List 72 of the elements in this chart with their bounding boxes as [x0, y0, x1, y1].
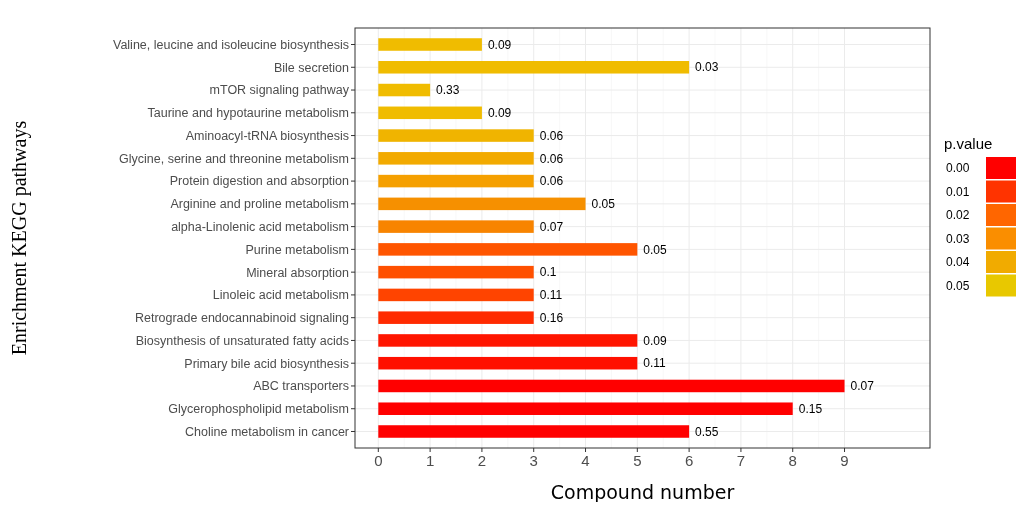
x-tick-label: 5	[633, 452, 642, 469]
bar	[378, 243, 638, 256]
y-tick-label: Taurine and hypotaurine metabolism	[147, 106, 349, 121]
y-tick-label: Valine, leucine and isoleucine biosynthesis	[112, 37, 349, 52]
color-bar-label: 0.05	[946, 278, 970, 293]
bar	[378, 61, 690, 74]
annotation: 0.05	[643, 242, 667, 257]
bar	[378, 220, 534, 233]
annotation: 0.15	[798, 401, 823, 416]
y-tick-label: Glycerophospholipid metabolism	[168, 402, 349, 417]
x-tick-label: 1	[425, 452, 435, 469]
bar	[378, 379, 845, 393]
x-tick-label: 6	[684, 452, 694, 469]
y-tick-label: ABC transporters	[253, 379, 349, 394]
x-tick-label: 4	[581, 452, 590, 469]
annotation: 0.11	[539, 288, 563, 303]
y-tick-label: mTOR signaling pathway	[209, 83, 350, 98]
annotation: 0.1	[539, 265, 557, 280]
x-tick-label: 7	[736, 452, 746, 469]
bar	[378, 152, 534, 165]
x-tick-label: 9	[840, 452, 849, 469]
color-bar-label: 0.03	[946, 231, 970, 246]
annotation: 0.05	[591, 197, 616, 212]
bar	[378, 129, 534, 142]
y-tick-label: Protein digestion and absorption	[169, 174, 350, 189]
annotation: 0.06	[539, 151, 564, 166]
color-bar-label: 0.00	[946, 161, 970, 176]
bar	[378, 197, 586, 211]
x-tick-label: 2	[477, 452, 487, 469]
y-tick-label: Retrograde endocannabinoid signaling	[134, 311, 350, 326]
x-tick-label: 0	[374, 452, 383, 469]
annotation: 0.33	[436, 83, 460, 98]
annotation: 0.55	[695, 424, 719, 439]
x-tick-label: 8	[788, 452, 797, 469]
bar	[378, 311, 534, 324]
y-tick-label: Biosynthesis of unsaturated fatty acids	[135, 333, 349, 348]
bar	[378, 265, 534, 279]
color-bar-title: p.value	[944, 135, 993, 152]
annotation: 0.09	[487, 106, 512, 120]
bar	[378, 402, 793, 415]
y-tick-label: Linoleic acid metabolism	[212, 288, 349, 303]
bar	[378, 425, 690, 438]
bar	[378, 38, 482, 51]
bar	[378, 356, 638, 370]
annotation: 0.06	[539, 128, 564, 143]
y-axis-title: Enrichment KEGG pathways	[8, 120, 31, 356]
annotation: 0.11	[643, 356, 667, 371]
color-bar-label: 0.02	[946, 208, 970, 223]
bar	[378, 288, 534, 302]
y-tick-label: Arginine and proline metabolism	[170, 197, 349, 212]
y-tick-label: Glycine, serine and threonine metabolism	[119, 151, 349, 166]
y-tick-label: Aminoacyl-tRNA biosynthesis	[185, 128, 349, 143]
annotation: 0.06	[539, 174, 564, 189]
annotation: 0.03	[695, 60, 719, 75]
annotation: 0.07	[539, 219, 564, 234]
color-bar-label: 0.04	[946, 255, 970, 270]
annotation: 0.09	[487, 37, 512, 52]
y-tick-label: Purine metabolism	[245, 242, 349, 257]
y-tick-label: Primary bile acid biosynthesis	[184, 356, 349, 371]
y-tick-label: alpha-Linolenic acid metabolism	[171, 219, 349, 234]
annotation: 0.09	[643, 333, 667, 348]
bar	[378, 106, 482, 120]
color-bar-label: 0.01	[946, 184, 970, 199]
y-tick-label: Mineral absorption	[246, 265, 350, 280]
bar	[378, 83, 431, 97]
bar	[378, 334, 638, 347]
x-tick-label: 3	[529, 452, 538, 469]
annotation: 0.16	[539, 310, 564, 325]
annotation: 0.07	[850, 379, 875, 394]
y-tick-label: Choline metabolism in cancer	[185, 424, 349, 439]
bar	[378, 174, 534, 188]
y-tick-label: Bile secretion	[273, 60, 350, 75]
